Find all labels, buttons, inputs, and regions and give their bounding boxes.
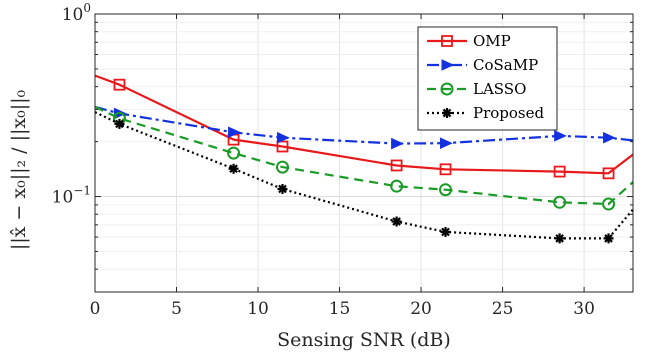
series-proposed	[95, 111, 633, 244]
y-axis-label: ||x̂ − x₀||₂ / ||x₀||₀	[8, 89, 30, 250]
series-marker	[602, 167, 615, 180]
marker-stroke	[604, 234, 613, 243]
marker-stroke	[278, 184, 287, 194]
y-tick-labels: 100 10−1	[52, 1, 91, 208]
legend-label: OMP	[473, 32, 511, 50]
series-marker	[603, 131, 616, 144]
series-marker	[440, 82, 454, 96]
series-marker	[275, 160, 289, 174]
series-omp	[95, 74, 633, 180]
series-marker	[553, 195, 567, 209]
series-marker	[276, 140, 289, 153]
series-marker	[228, 163, 239, 174]
series-marker	[440, 226, 451, 237]
legend: OMP CoSaMP LASSO Proposed	[417, 26, 558, 131]
marker-stroke	[441, 227, 450, 237]
series-marker	[113, 78, 126, 91]
x-tick-label: 20	[410, 299, 432, 319]
series-marker	[440, 137, 453, 149]
x-tick-label: 15	[329, 299, 351, 319]
series-cosamp	[95, 105, 633, 150]
x-tick-label: 0	[90, 299, 101, 319]
series-marker	[276, 131, 290, 144]
series-marker	[391, 216, 402, 227]
series-marker	[603, 233, 614, 244]
marker-stroke	[392, 217, 401, 226]
series-marker	[391, 137, 404, 150]
marker-stroke	[229, 164, 238, 174]
x-tick-labels: 0 5 10 15 20 25 30	[90, 299, 595, 319]
series-marker	[439, 163, 452, 176]
x-tick-label: 30	[573, 299, 595, 319]
marker-stroke	[442, 108, 452, 118]
tick-marks	[94, 13, 633, 293]
series-line	[95, 105, 633, 206]
series-marker	[390, 159, 403, 172]
x-tick-label: 25	[492, 299, 514, 319]
series-layer	[95, 74, 633, 244]
series-marker	[390, 179, 404, 193]
y-tick-label: 10−1	[52, 184, 91, 208]
legend-label: LASSO	[473, 80, 526, 98]
series-marker	[442, 108, 452, 118]
legend-label: CoSaMP	[473, 56, 538, 74]
series-line	[95, 111, 633, 240]
series-marker	[441, 35, 453, 47]
legend-entry-lasso: LASSO	[427, 80, 526, 98]
series-marker	[439, 183, 453, 197]
plot-frame	[94, 13, 634, 293]
x-tick-label: 5	[171, 299, 182, 319]
series-line	[95, 74, 633, 175]
legend-label: Proposed	[473, 104, 545, 122]
series-marker	[114, 118, 125, 129]
y-tick-label: 100	[62, 1, 91, 25]
legend-entry-proposed: Proposed	[427, 104, 545, 122]
series-marker	[553, 165, 566, 178]
legend-entry-cosamp: CoSaMP	[427, 56, 538, 74]
series-marker	[228, 126, 241, 139]
marker-stroke	[115, 119, 124, 129]
legend-entry-omp: OMP	[427, 32, 511, 50]
x-axis-label: Sensing SNR (dB)	[277, 329, 451, 351]
marker-stroke	[555, 234, 564, 243]
series-marker	[277, 183, 288, 194]
series-marker	[554, 233, 565, 244]
series-lasso	[95, 105, 633, 211]
series-marker	[602, 197, 616, 211]
x-tick-label: 10	[247, 299, 269, 319]
series-marker	[554, 130, 567, 142]
series-marker	[441, 59, 455, 71]
series-marker	[227, 146, 241, 160]
